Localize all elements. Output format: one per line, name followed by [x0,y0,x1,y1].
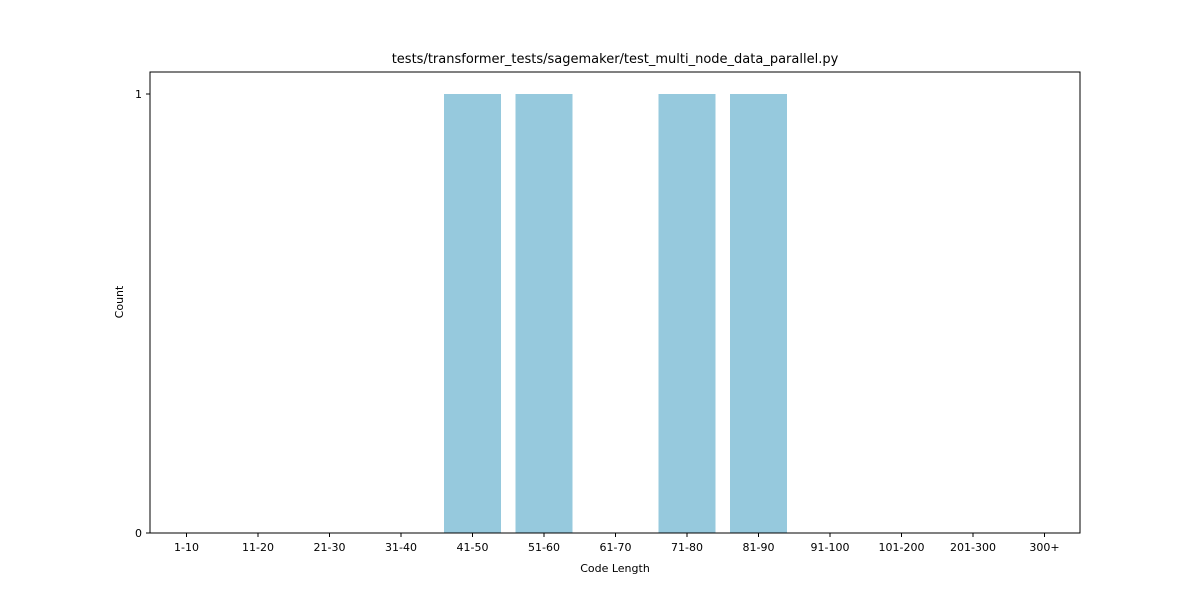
x-axis-ticks: 1-10 11-20 21-30 31-40 41-50 51-60 61-70 71-80 8… [174,533,1060,554]
x-tick-label: 21-30 [314,541,346,554]
x-tick-label: 71-80 [671,541,703,554]
y-axis-ticks: 01 [135,88,150,540]
x-tick-label: 1-10 [174,541,199,554]
y-tick-label: 1 [135,88,142,101]
bar-71-80 [658,94,716,533]
bar-81-90 [730,94,787,533]
x-tick-label: 91-100 [811,541,850,554]
x-tick-label: 31-40 [385,541,417,554]
x-tick-label: 11-20 [242,541,274,554]
x-tick-label: 300+ [1029,541,1059,554]
x-tick-label: 41-50 [457,541,489,554]
bar-51-60 [515,94,573,533]
y-axis-label: Count [113,285,126,318]
plot-frame [149,71,1081,534]
x-tick-label: 101-200 [879,541,925,554]
x-tick-label: 81-90 [743,541,775,554]
chart-title: tests/transformer_tests/sagemaker/test_m… [392,52,839,67]
x-tick-label: 61-70 [600,541,632,554]
x-axis-label: Code Length [580,562,650,575]
bar-41-50 [444,94,501,533]
bars-group [444,94,787,533]
x-tick-label: 201-300 [950,541,996,554]
y-tick-label: 0 [135,527,142,540]
x-tick-label: 51-60 [528,541,560,554]
